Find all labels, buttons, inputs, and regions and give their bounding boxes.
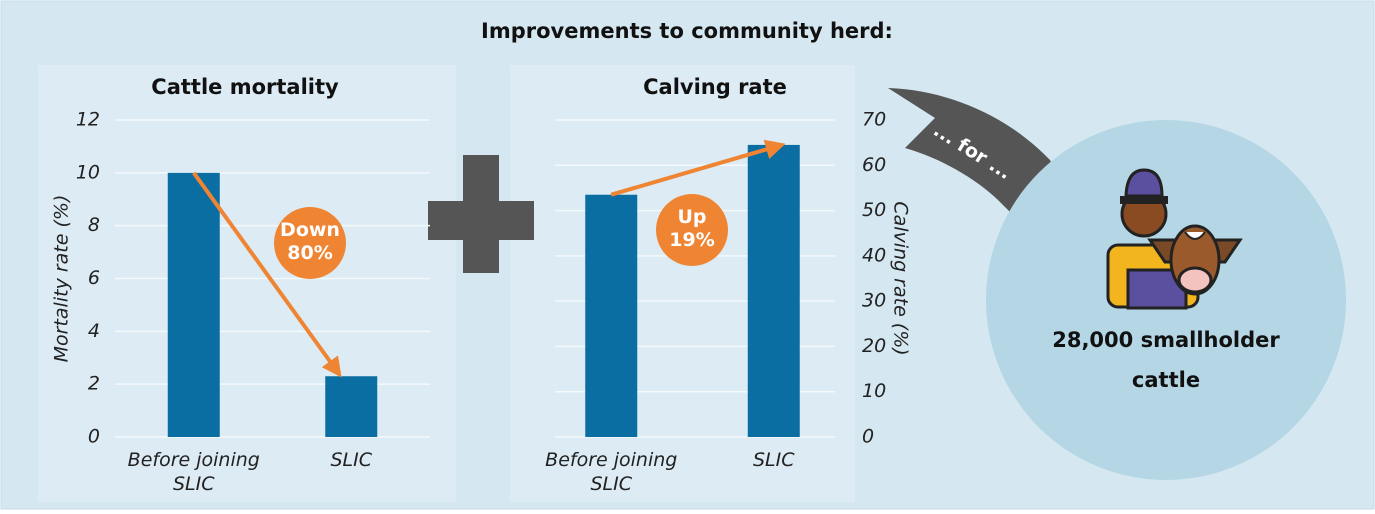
bar bbox=[325, 376, 378, 437]
y-tick-label: 40 bbox=[862, 244, 886, 266]
annotation-badge bbox=[274, 207, 346, 279]
x-tick-label: Before joining SLIC bbox=[127, 449, 260, 495]
y-tick-label: 4 bbox=[88, 320, 100, 342]
page-title: Improvements to community herd: bbox=[481, 19, 893, 43]
trend-arrow bbox=[192, 171, 342, 378]
y-axis-label: Mortality rate (%) bbox=[51, 195, 73, 363]
x-tick-label: Before joining SLIC bbox=[545, 449, 678, 495]
bar bbox=[585, 194, 638, 437]
annotation: Up 19% bbox=[669, 206, 715, 251]
charts: Cattle mortality Mortality rate (%) 0 2 4 6 8 1… bbox=[51, 75, 912, 495]
annotation-box: Down 80% bbox=[280, 219, 340, 264]
callout-text: 28,000 smallholder cattle bbox=[1052, 328, 1280, 392]
ribbon-arrow bbox=[888, 88, 1062, 212]
y-axis-label: Calving rate (%) bbox=[890, 201, 912, 355]
y-tick-label: 6 bbox=[88, 267, 100, 289]
trend-arrow bbox=[610, 139, 786, 197]
y-tick-label: 0 bbox=[862, 426, 874, 448]
bar bbox=[167, 172, 220, 438]
chart-title: Cattle mortality bbox=[151, 75, 339, 99]
y-tick-label: 50 bbox=[862, 199, 886, 221]
y-tick-label: 60 bbox=[862, 154, 886, 176]
plus-sign bbox=[428, 155, 534, 273]
chart-title: Calving rate bbox=[643, 75, 787, 99]
y-tick-label: 10 bbox=[76, 161, 100, 183]
x-tick-label-box: SLIC bbox=[752, 449, 795, 471]
x-tick-label-box: Before joining SLIC bbox=[127, 449, 260, 495]
y-tick-label: 30 bbox=[862, 290, 886, 312]
annotation: Down 80% bbox=[280, 219, 340, 264]
x-tick-label-box: Before joining SLIC bbox=[545, 449, 678, 495]
y-tick-label: 8 bbox=[88, 214, 100, 236]
y-tick-label: 20 bbox=[862, 335, 886, 357]
panel bbox=[38, 65, 456, 502]
y-tick-label: 70 bbox=[862, 109, 886, 131]
y-tick-label: 12 bbox=[76, 109, 100, 131]
y-tick-label: 2 bbox=[88, 373, 100, 395]
x-tick-label-box: SLIC bbox=[330, 449, 373, 471]
bar bbox=[747, 144, 800, 437]
farmer-icon bbox=[1106, 168, 1243, 310]
y-tick-label: 10 bbox=[862, 380, 886, 402]
annotation-box: Up 19% bbox=[669, 206, 715, 251]
y-tick-label: 0 bbox=[88, 426, 100, 448]
x-tick-label: SLIC bbox=[330, 449, 373, 471]
annotation-badge bbox=[656, 194, 728, 266]
x-tick-label: SLIC bbox=[752, 449, 795, 471]
callout-box: 28,000 smallholder cattle bbox=[1052, 328, 1280, 392]
